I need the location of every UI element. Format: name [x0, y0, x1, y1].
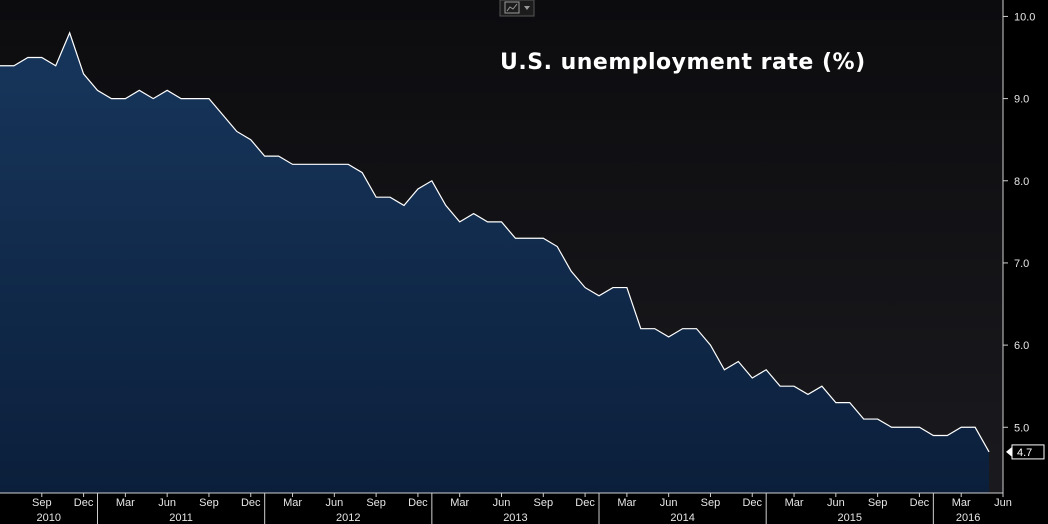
y-tick-label: 8.0 [1014, 176, 1029, 188]
x-tick-label: Jun [660, 497, 678, 509]
x-tick-label: Dec [742, 497, 762, 509]
y-tick-label: 10.0 [1014, 11, 1035, 23]
area-layer [0, 31, 990, 494]
series-line [0, 31, 990, 453]
chevron-down-icon [524, 6, 530, 10]
x-year-label: 2014 [670, 512, 694, 524]
x-tick-label: Mar [952, 497, 971, 509]
y-tick-label: 6.0 [1014, 340, 1029, 352]
y-tick-label: 9.0 [1014, 94, 1029, 106]
y-tick-label: 7.0 [1014, 258, 1029, 270]
x-tick-label: Jun [158, 497, 176, 509]
chart-title: U.S. unemployment rate (%) [500, 50, 866, 75]
x-tick-label: Sep [534, 497, 554, 509]
x-tick-label: Dec [241, 497, 261, 509]
area-fill [0, 32, 990, 494]
last-value-label: 4.7 [1017, 447, 1032, 459]
x-tick-label: Mar [116, 497, 135, 509]
y-axis: 10.0 9.0 8.0 7.0 6.0 5.0 [1003, 11, 1035, 434]
x-tick-label: Jun [493, 497, 511, 509]
last-value-tag: 4.7 [1006, 444, 1045, 460]
x-tick-label: Mar [785, 497, 804, 509]
x-tick-label: Jun [827, 497, 845, 509]
x-year-label: 2016 [956, 512, 980, 524]
x-tick-label: Sep [32, 497, 52, 509]
x-year-label: 2011 [169, 512, 193, 524]
x-tick-label: Dec [408, 497, 428, 509]
y-tick-label: 5.0 [1014, 422, 1029, 434]
x-tick-label: Sep [701, 497, 721, 509]
x-year-label: 2012 [336, 512, 360, 524]
x-tick-label: Mar [283, 497, 302, 509]
x-tick-label: Jun [994, 497, 1012, 509]
data-points [0, 32, 990, 452]
chart-type-button[interactable] [499, 0, 535, 17]
x-tick-label: Sep [366, 497, 386, 509]
line-chart-icon [504, 1, 520, 14]
x-tick-label: Sep [199, 497, 219, 509]
x-year-label: 2015 [838, 512, 862, 524]
x-tick-label: Sep [868, 497, 888, 509]
x-year-label: 2010 [37, 512, 61, 524]
x-tick-label: Jun [325, 497, 343, 509]
x-tick-label: Mar [450, 497, 469, 509]
x-year-label: 2013 [503, 512, 527, 524]
x-tick-label: Dec [910, 497, 930, 509]
x-axis: Sep Dec Mar Jun Sep Dec Mar Jun Sep Dec Mar Jun Sep D… [32, 493, 1012, 524]
x-tick-label: Dec [575, 497, 595, 509]
x-tick-label: Mar [617, 497, 636, 509]
x-tick-label: Dec [74, 497, 94, 509]
